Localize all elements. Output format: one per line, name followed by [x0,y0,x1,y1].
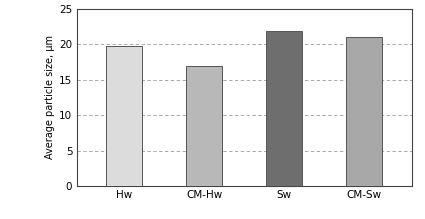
Bar [107,46,142,186]
Bar [346,37,382,186]
Y-axis label: Average particle size, μm: Average particle size, μm [45,35,55,159]
Bar [187,66,222,186]
Bar [266,32,302,186]
